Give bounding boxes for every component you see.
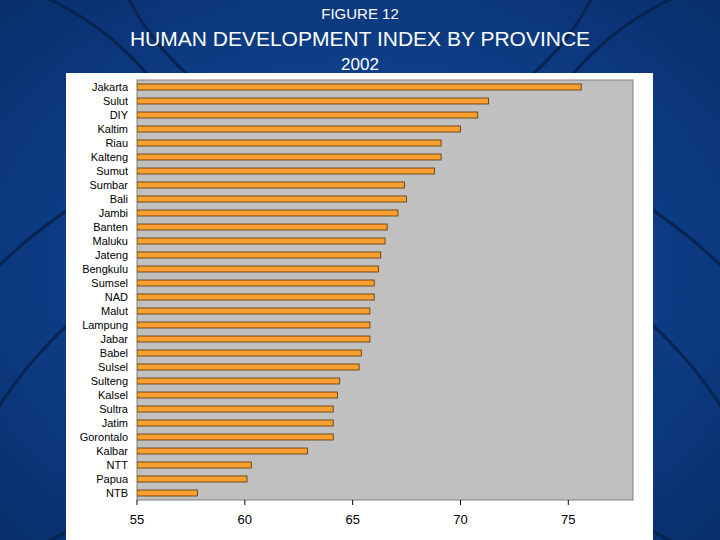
- category-label: Sumut: [96, 165, 128, 177]
- category-label: Kaltim: [97, 123, 128, 135]
- bar: [137, 266, 379, 272]
- tick-label: 60: [238, 512, 252, 527]
- plot-area: [137, 80, 633, 500]
- tick-mark: [352, 500, 353, 505]
- category-label: Sumsel: [91, 277, 128, 289]
- panel: [66, 73, 653, 540]
- bar: [137, 350, 361, 356]
- bar: [137, 406, 333, 412]
- bar: [137, 280, 374, 286]
- bar: [137, 154, 441, 160]
- bar: [137, 252, 381, 258]
- bar: [137, 336, 370, 342]
- category-label: NTB: [106, 487, 128, 499]
- tick-label: 70: [453, 512, 467, 527]
- chart: FIGURE 12 HUMAN DEVELOPMENT INDEX BY PROV…: [0, 0, 720, 540]
- bar: [137, 364, 359, 370]
- tick-mark: [244, 500, 245, 505]
- category-label: Papua: [96, 473, 129, 485]
- bar: [137, 420, 333, 426]
- category-label: NTT: [107, 459, 129, 471]
- background: [0, 0, 720, 540]
- category-label: Bali: [110, 193, 128, 205]
- background-curves: [0, 0, 720, 540]
- bar: [137, 392, 338, 398]
- category-label: Kalbar: [96, 445, 128, 457]
- category-label: Kalsel: [98, 389, 128, 401]
- bar: [137, 238, 385, 244]
- bar: [137, 182, 404, 188]
- tick-mark: [137, 500, 138, 505]
- bar: [137, 196, 407, 202]
- bar: [137, 490, 197, 496]
- tick-mark: [568, 500, 569, 505]
- tick-mark: [460, 500, 461, 505]
- category-label: Jateng: [95, 249, 128, 261]
- bar: [137, 224, 387, 230]
- category-label: NAD: [105, 291, 128, 303]
- category-label: Malut: [101, 305, 128, 317]
- category-label: Jatim: [102, 417, 128, 429]
- bar: [137, 126, 460, 132]
- category-label: Banten: [93, 221, 128, 233]
- bar: [137, 98, 489, 104]
- category-label: Jakarta: [92, 81, 129, 93]
- bar: [137, 462, 251, 468]
- bar: [137, 294, 374, 300]
- subtitle: 2002: [341, 55, 379, 74]
- category-label: Babel: [100, 347, 128, 359]
- tick-label: 55: [130, 512, 144, 527]
- category-label: Sultra: [99, 403, 129, 415]
- bars: [137, 84, 581, 496]
- bar: [137, 140, 441, 146]
- category-label: Lampung: [82, 319, 128, 331]
- category-label: Bengkulu: [82, 263, 128, 275]
- title: HUMAN DEVELOPMENT INDEX BY PROVINCE: [130, 27, 590, 50]
- category-label: Kalteng: [91, 151, 128, 163]
- bar: [137, 308, 370, 314]
- category-label: Jabar: [100, 333, 128, 345]
- tick-label: 65: [345, 512, 359, 527]
- bar: [137, 84, 581, 90]
- bar: [137, 112, 478, 118]
- category-label: Sulsel: [98, 361, 128, 373]
- category-label: Riau: [105, 137, 128, 149]
- category-label: Maluku: [93, 235, 128, 247]
- category-label: Sulut: [103, 95, 128, 107]
- category-label: Gorontalo: [80, 431, 128, 443]
- bar: [137, 210, 398, 216]
- bar: [137, 448, 307, 454]
- tick-label: 75: [561, 512, 575, 527]
- bar: [137, 476, 247, 482]
- category-label: DIY: [110, 109, 129, 121]
- bar: [137, 322, 370, 328]
- bar: [137, 434, 333, 440]
- bar: [137, 378, 340, 384]
- category-label: Sulteng: [91, 375, 128, 387]
- bar: [137, 168, 435, 174]
- category-label: Sumbar: [89, 179, 128, 191]
- figure-label: FIGURE 12: [321, 5, 399, 22]
- category-label: Jambi: [99, 207, 128, 219]
